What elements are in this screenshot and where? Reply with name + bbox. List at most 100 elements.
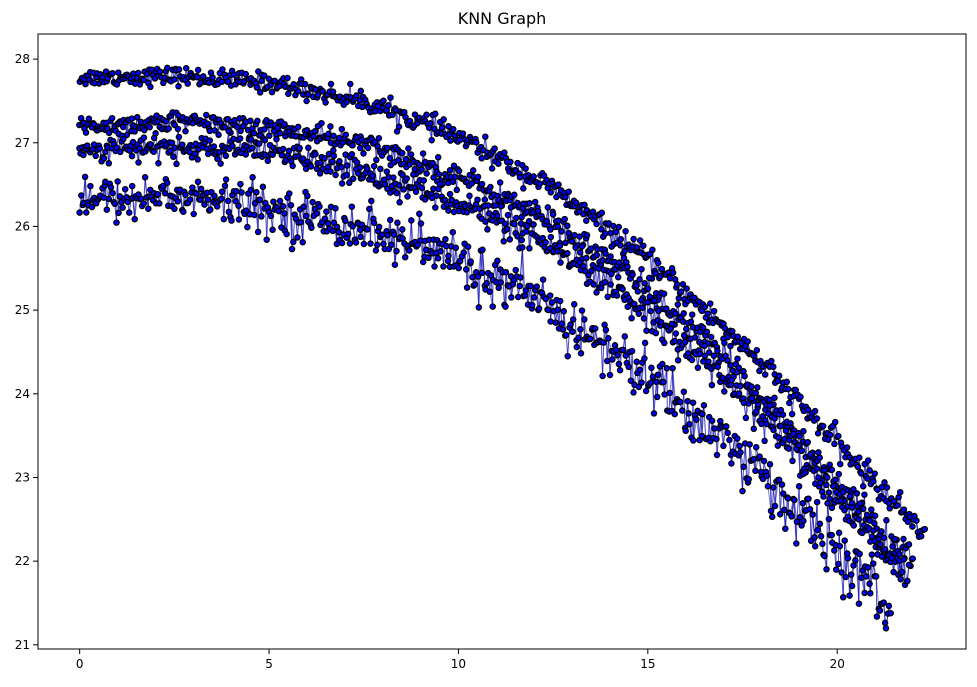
data-point	[753, 390, 758, 395]
data-point	[440, 125, 445, 130]
data-point	[141, 135, 146, 140]
data-point	[784, 379, 789, 384]
data-point	[821, 424, 826, 429]
data-point	[901, 536, 906, 541]
data-point	[650, 247, 655, 252]
data-point	[869, 507, 874, 512]
data-point	[492, 146, 497, 151]
data-point	[343, 132, 348, 137]
data-point	[675, 282, 680, 287]
data-point	[884, 518, 889, 523]
data-point	[656, 260, 661, 265]
data-point	[184, 66, 189, 71]
data-point	[639, 267, 644, 272]
data-point	[866, 458, 871, 463]
data-point	[608, 254, 613, 259]
data-point	[578, 250, 583, 255]
data-point	[755, 385, 760, 390]
data-point	[855, 464, 860, 469]
data-point	[165, 65, 170, 70]
data-point	[254, 85, 259, 90]
data-point	[887, 506, 892, 511]
data-point	[769, 358, 774, 363]
data-point	[517, 175, 522, 180]
data-point	[354, 93, 359, 98]
data-point	[471, 168, 476, 173]
data-point	[884, 485, 889, 490]
data-point	[252, 131, 257, 136]
data-point	[890, 544, 895, 549]
data-point	[555, 224, 560, 229]
data-point	[406, 146, 411, 151]
data-point	[562, 217, 567, 222]
data-point	[421, 151, 426, 156]
data-point	[882, 480, 887, 485]
data-point	[508, 159, 513, 164]
data-point	[488, 184, 493, 189]
data-point	[563, 240, 568, 245]
data-point	[865, 476, 870, 481]
data-point	[480, 182, 485, 187]
data-point	[387, 156, 392, 161]
data-point	[881, 535, 886, 540]
data-point	[545, 205, 550, 210]
data-point	[358, 145, 363, 150]
data-point	[638, 238, 643, 243]
data-point	[616, 275, 621, 280]
data-point	[630, 272, 635, 277]
data-point	[603, 231, 608, 236]
data-point	[388, 95, 393, 100]
data-point	[754, 348, 759, 353]
data-point	[775, 378, 780, 383]
data-point	[599, 210, 604, 215]
data-point	[196, 67, 201, 72]
data-point	[328, 81, 333, 86]
data-point	[833, 477, 838, 482]
data-point	[757, 368, 762, 373]
data-point	[296, 89, 301, 94]
data-point	[914, 518, 919, 523]
data-point	[97, 146, 102, 151]
data-point	[813, 409, 818, 414]
data-point	[816, 450, 821, 455]
knn-edge	[796, 522, 797, 544]
data-point	[879, 529, 884, 534]
data-point	[521, 186, 526, 191]
data-point	[530, 210, 535, 215]
data-point	[502, 150, 507, 155]
data-point	[350, 143, 355, 148]
data-point	[428, 121, 433, 126]
data-point	[910, 556, 915, 561]
data-point	[135, 115, 140, 120]
data-point	[255, 118, 260, 123]
data-point	[358, 88, 363, 93]
data-point	[824, 482, 829, 487]
data-point	[584, 233, 589, 238]
data-point	[267, 133, 272, 138]
data-point	[777, 373, 782, 378]
data-point	[129, 116, 134, 121]
data-point	[681, 311, 686, 316]
data-point	[172, 77, 177, 82]
data-point	[668, 276, 673, 281]
data-point	[183, 129, 188, 134]
data-point	[641, 243, 646, 248]
data-point	[286, 91, 291, 96]
data-point	[409, 152, 414, 157]
data-point	[662, 291, 667, 296]
data-point	[702, 304, 707, 309]
data-point	[735, 334, 740, 339]
data-point	[618, 243, 623, 248]
data-point	[523, 166, 528, 171]
data-point	[304, 98, 309, 103]
data-point	[433, 111, 438, 116]
data-point	[684, 286, 689, 291]
data-point	[457, 168, 462, 173]
data-point	[460, 131, 465, 136]
data-point	[867, 468, 872, 473]
data-point	[429, 138, 434, 143]
data-point	[110, 116, 115, 121]
data-point	[676, 296, 681, 301]
data-point	[326, 131, 331, 136]
